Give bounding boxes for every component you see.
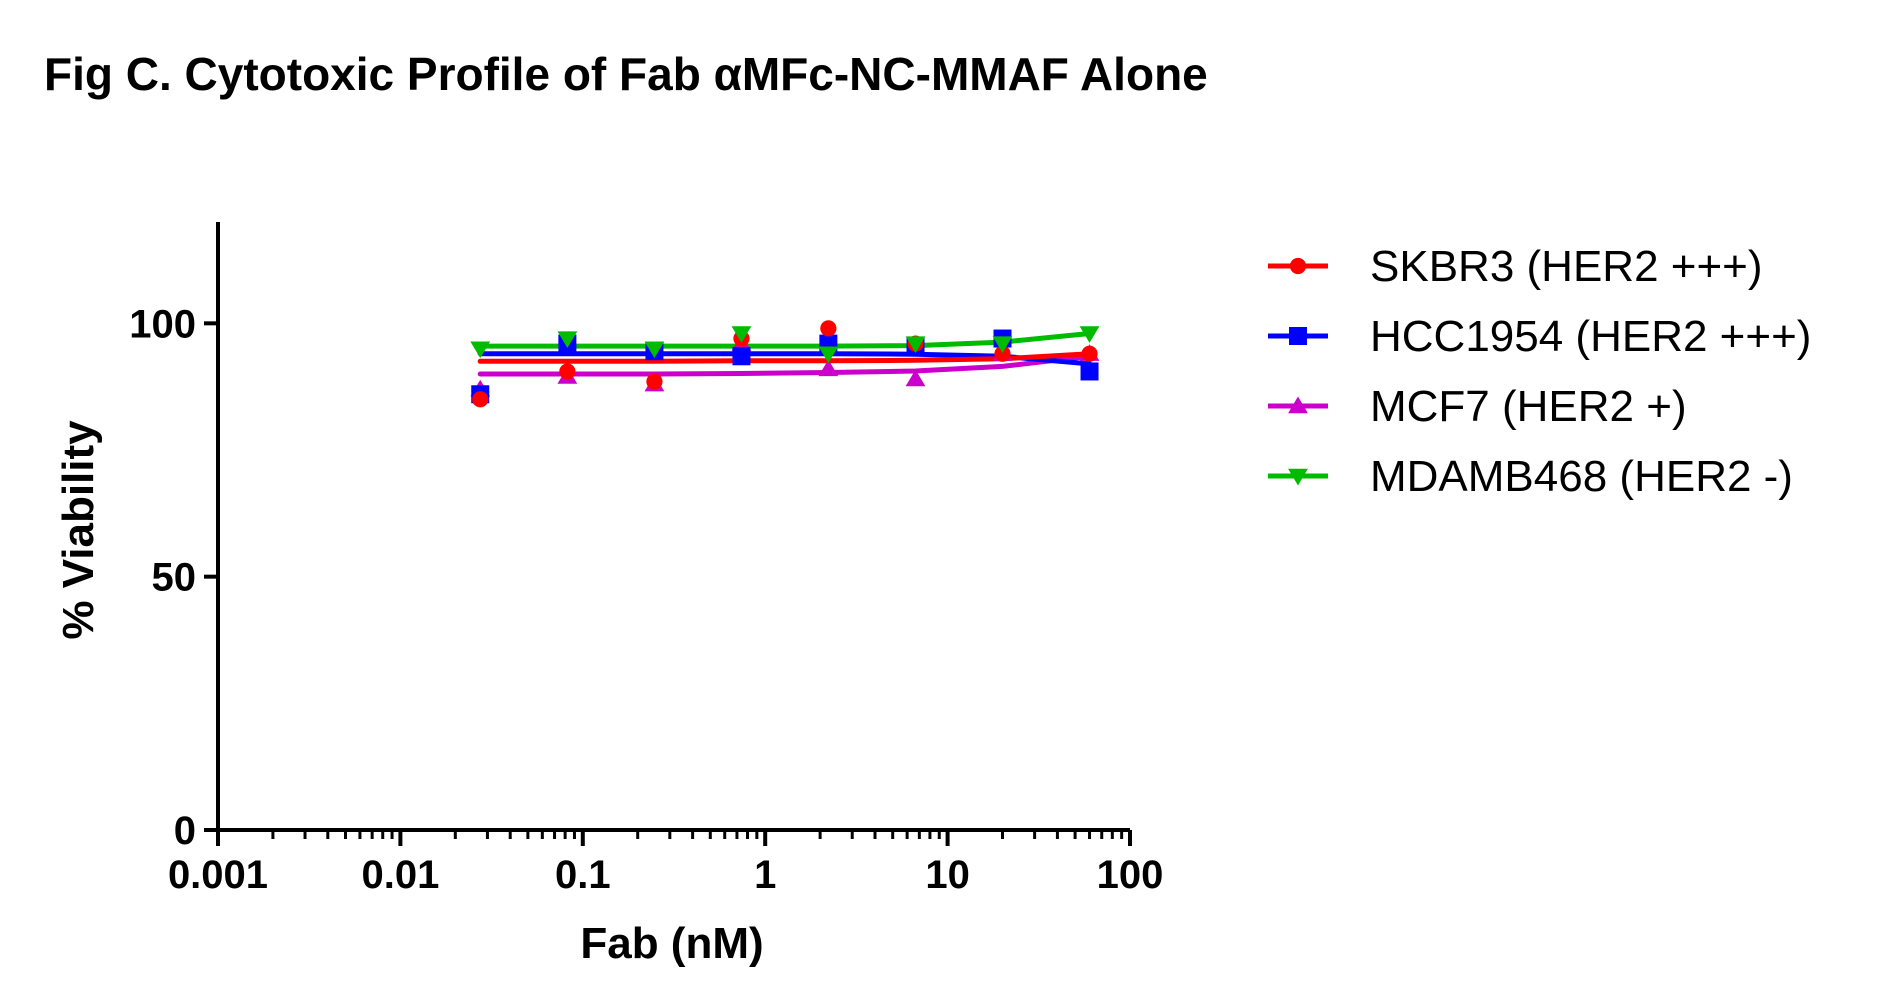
legend-marker xyxy=(1288,468,1308,486)
data-points xyxy=(470,320,1100,408)
axes: 0 50 100 0.001 0.01 0.1 1 10 100 xyxy=(129,222,1163,897)
fit-curve xyxy=(477,351,1092,367)
data-point xyxy=(818,346,839,364)
legend-label: HCC1954 (HER2 +++) xyxy=(1370,312,1811,361)
data-point xyxy=(820,320,837,337)
data-point xyxy=(732,347,751,366)
data-point xyxy=(559,363,576,380)
y-tick-label: 0 xyxy=(174,809,196,853)
legend-label: SKBR3 (HER2 +++) xyxy=(1370,242,1763,291)
legend-label: MCF7 (HER2 +) xyxy=(1370,382,1687,431)
data-point xyxy=(557,331,578,348)
y-axis-title: % Viability xyxy=(54,420,103,640)
y-tick-label: 100 xyxy=(129,302,196,346)
x-tick-label: 0.001 xyxy=(168,853,268,897)
chart-title: Fig C. Cytotoxic Profile of Fab αMFc-NC-… xyxy=(44,48,1208,100)
data-point xyxy=(1079,326,1100,343)
legend-marker xyxy=(1289,257,1307,275)
legend: SKBR3 (HER2 +++) HCC1954 (HER2 +++) MCF7 (… xyxy=(1268,242,1811,501)
data-point xyxy=(731,326,752,343)
data-point xyxy=(1081,345,1098,362)
data-point xyxy=(905,336,926,354)
data-point xyxy=(470,341,491,359)
data-point xyxy=(1080,362,1099,381)
x-tick-label: 0.01 xyxy=(361,853,439,897)
fit-curve xyxy=(477,353,1092,377)
legend-marker xyxy=(1289,327,1307,345)
x-tick-label: 1 xyxy=(754,853,776,897)
data-point xyxy=(992,336,1013,354)
fit-curve xyxy=(477,331,1092,349)
data-point xyxy=(818,359,839,377)
x-tick-label: 100 xyxy=(1097,853,1164,897)
data-point xyxy=(644,341,665,359)
data-point xyxy=(905,369,926,387)
data-point xyxy=(646,373,663,390)
legend-marker xyxy=(1288,396,1308,414)
legend-label: MDAMB468 (HER2 -) xyxy=(1370,452,1793,501)
x-tick-label: 0.1 xyxy=(555,853,611,897)
data-point xyxy=(994,345,1011,362)
y-tick-label: 50 xyxy=(152,556,197,600)
x-axis-title: Fab (nM) xyxy=(580,919,763,968)
data-point xyxy=(472,391,489,408)
fit-curves xyxy=(477,331,1092,377)
x-tick-label: 10 xyxy=(925,853,970,897)
fit-curve xyxy=(477,351,1092,364)
